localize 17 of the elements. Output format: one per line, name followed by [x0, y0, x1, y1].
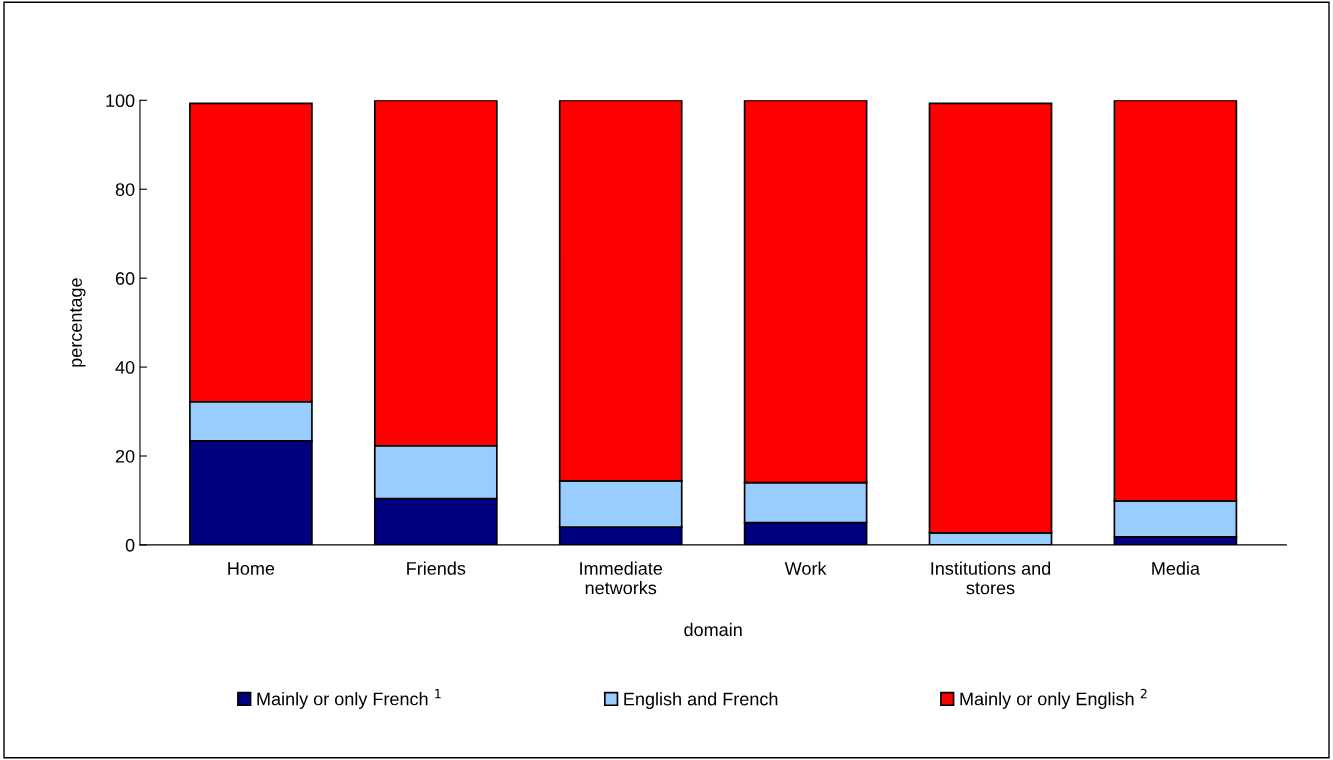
x-tick-label: Friends — [407, 561, 466, 575]
legend-label: English and French — [624, 692, 778, 710]
y-tick-label: 40 — [115, 361, 135, 374]
y-tick-label: 20 — [115, 449, 135, 463]
legend-label: Mainly or only French $^{1}$ — [257, 689, 441, 709]
x-tick-label: Institutions and stores — [931, 561, 1051, 595]
y-tick-label: 80 — [115, 183, 135, 196]
x-tick-label: Media — [1152, 561, 1200, 575]
y-tick-label: 0 — [125, 538, 135, 552]
y-tick-label: 60 — [115, 272, 135, 285]
x-tick-label: Home — [228, 562, 275, 575]
x-axis-title: domain — [684, 622, 742, 637]
x-tick-label: Immediate networks — [580, 561, 663, 595]
x-tick-label: Work — [784, 561, 827, 575]
legend-label: Mainly or only English $^{2}$ — [960, 688, 1147, 709]
y-tick-label: 100 — [106, 94, 135, 108]
y-axis-title: percentage — [70, 278, 86, 367]
